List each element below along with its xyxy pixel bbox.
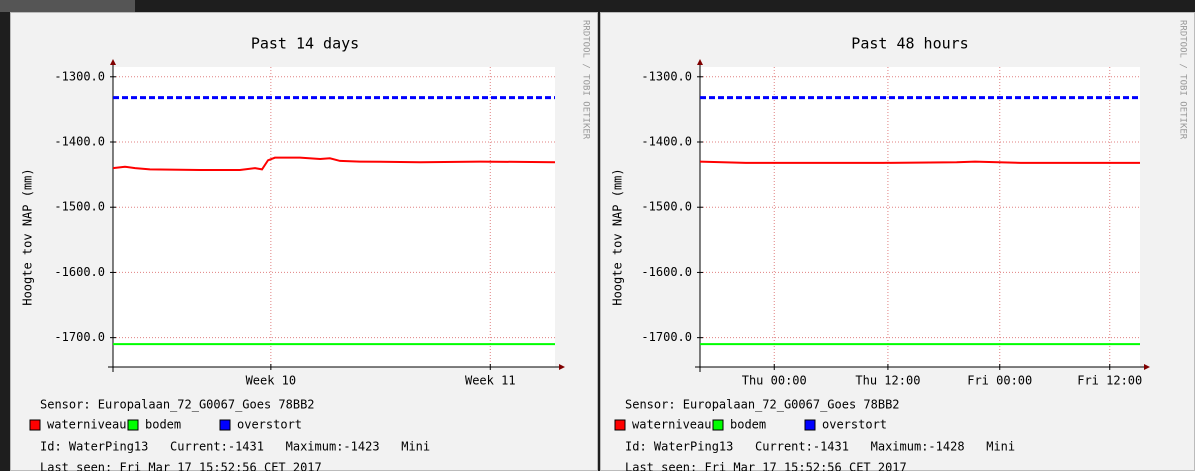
legend-label: overstort [822, 418, 887, 432]
sensor-text: Sensor: Europalaan_72_G0067_Goes 78BB2 [625, 398, 900, 412]
graph-panel: Past 14 days Hoogte tov NAP (mm) RRDTOOL /… [10, 12, 598, 471]
page: {"chart_data": [ {"type": "line", "title… [0, 0, 1195, 471]
graph-panel: Past 48 hours Hoogte tov NAP (mm) RRDTOOL … [600, 12, 1195, 471]
y-tick-label: -1500.0 [54, 200, 105, 214]
legend-swatch [615, 420, 625, 430]
legend-label: bodem [730, 418, 766, 432]
background-image [0, 0, 135, 12]
y-tick-label: -1700.0 [54, 330, 105, 344]
legend-label: waterniveau [47, 418, 126, 432]
plot-area [700, 67, 1140, 367]
y-tick-label: -1600.0 [641, 265, 692, 279]
chart-title: Past 48 hours [851, 35, 968, 53]
y-axis-label: Hoogte tov NAP (mm) [21, 168, 35, 305]
watermark: RRDTOOL / TOBI OETIKER [1178, 20, 1188, 140]
legend-swatch [220, 420, 230, 430]
x-tick-label: Thu 00:00 [742, 374, 807, 388]
y-tick-label: -1600.0 [54, 265, 105, 279]
y-axis-label: Hoogte tov NAP (mm) [611, 168, 625, 305]
legend-swatch [30, 420, 40, 430]
plot-area [113, 67, 555, 367]
y-tick-label: -1700.0 [641, 330, 692, 344]
chart-title: Past 14 days [251, 35, 359, 53]
legend-label: bodem [145, 418, 181, 432]
info-text: Id: WaterPing13 Current:-1431 Maximum:-1… [625, 440, 1015, 454]
last-seen-text: Last seen: Fri Mar 17 15:52:56 CET 2017 [40, 461, 322, 471]
legend-label: overstort [237, 418, 302, 432]
y-tick-label: -1400.0 [641, 135, 692, 149]
sensor-text: Sensor: Europalaan_72_G0067_Goes 78BB2 [40, 398, 315, 412]
x-tick-label: Week 10 [246, 374, 297, 388]
dashboard: Past 14 days Hoogte tov NAP (mm) RRDTOOL /… [0, 0, 1195, 471]
x-tick-label: Fri 12:00 [1077, 374, 1142, 388]
y-tick-label: -1300.0 [54, 69, 105, 83]
y-tick-label: -1500.0 [641, 200, 692, 214]
legend-swatch [805, 420, 815, 430]
y-tick-label: -1300.0 [641, 69, 692, 83]
info-text: Id: WaterPing13 Current:-1431 Maximum:-1… [40, 440, 430, 454]
x-tick-label: Fri 00:00 [967, 374, 1032, 388]
y-tick-label: -1400.0 [54, 135, 105, 149]
legend-label: waterniveau [632, 418, 711, 432]
watermark: RRDTOOL / TOBI OETIKER [581, 20, 591, 140]
x-tick-label: Week 11 [465, 374, 516, 388]
x-tick-label: Thu 12:00 [855, 374, 920, 388]
legend-swatch [128, 420, 138, 430]
legend-swatch [713, 420, 723, 430]
last-seen-text: Last seen: Fri Mar 17 15:52:56 CET 2017 [625, 461, 907, 471]
